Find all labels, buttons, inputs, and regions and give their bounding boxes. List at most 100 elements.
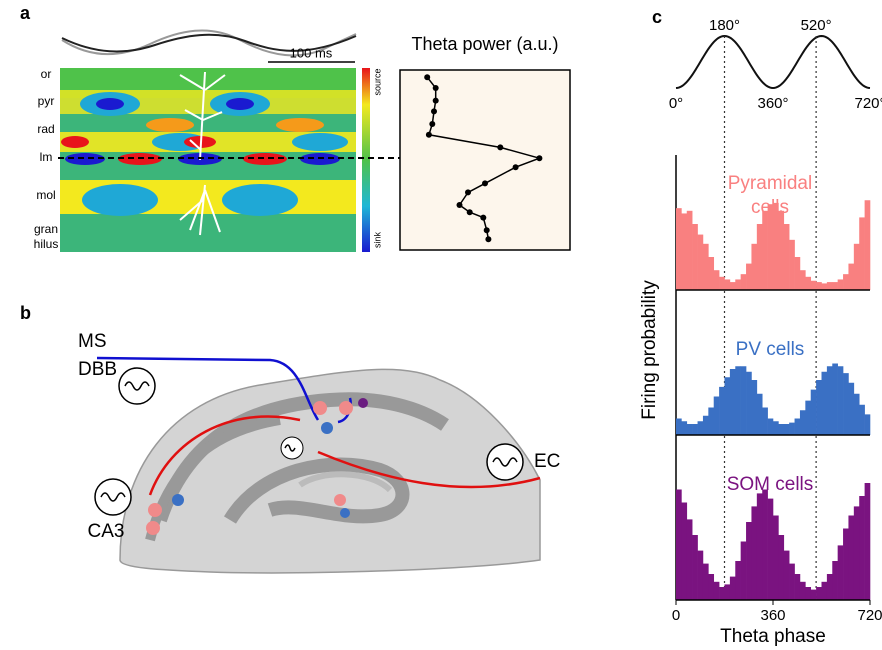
- histogram-bar: [681, 213, 688, 290]
- layer-label: hilus: [34, 237, 59, 251]
- histogram-bar: [751, 380, 758, 435]
- histogram-bar: [692, 535, 698, 600]
- histogram-bar: [751, 243, 758, 290]
- panel-label: a: [20, 3, 31, 23]
- histogram-bar: [681, 502, 688, 600]
- x-tick-label: 360: [760, 607, 785, 624]
- layer-label: gran: [34, 222, 58, 236]
- x-tick-label: 720: [857, 607, 882, 624]
- histogram-bar: [848, 263, 855, 290]
- histogram-bar: [729, 282, 736, 290]
- profile-point: [512, 164, 519, 171]
- layer-label: or: [41, 67, 52, 81]
- histogram-bar: [702, 563, 709, 600]
- phase-label: 360°: [757, 95, 788, 112]
- histogram-bar: [816, 380, 822, 435]
- histogram-bar: [719, 587, 725, 600]
- histogram-bar: [767, 418, 774, 435]
- histogram-bar: [821, 283, 828, 290]
- histogram-bar: [783, 224, 790, 290]
- histogram-bar: [778, 424, 785, 435]
- histogram-bar: [697, 421, 704, 435]
- histogram-bar: [735, 279, 741, 290]
- profile-point: [425, 131, 432, 138]
- histogram-bar: [799, 410, 806, 435]
- histogram-bar: [767, 498, 774, 600]
- x-tick-label: 0: [672, 607, 680, 624]
- histogram-bar: [794, 257, 801, 290]
- histogram-bar: [735, 561, 741, 600]
- histogram-bar: [713, 270, 720, 290]
- histogram-title: Pyramidal cells: [727, 173, 813, 218]
- panel-label: c: [652, 7, 662, 27]
- histogram-bar: [740, 274, 747, 290]
- histogram-bar: [724, 377, 731, 435]
- histogram-bar: [740, 541, 747, 600]
- profile-point: [431, 108, 437, 115]
- region-label: CA3: [88, 521, 125, 542]
- histogram-bar: [816, 587, 822, 600]
- histogram-bar: [821, 581, 828, 600]
- histogram-bar: [676, 418, 682, 435]
- histogram-bar: [708, 574, 715, 600]
- colorbar: [362, 68, 370, 252]
- histogram-bar: [837, 545, 844, 600]
- histogram-bar: [676, 489, 682, 600]
- histogram-bar: [794, 418, 801, 435]
- layer-label: rad: [37, 122, 54, 136]
- histogram-bar: [724, 584, 731, 600]
- histogram-bar: [740, 366, 747, 435]
- hippocampus-diagram: [94, 356, 541, 574]
- region-label: MS: [78, 331, 107, 352]
- histogram-bar: [843, 528, 849, 600]
- layer-label: lm: [40, 150, 53, 164]
- histogram-bar: [773, 202, 779, 290]
- profile-line: [426, 76, 542, 240]
- histogram-bar: [810, 389, 817, 435]
- profile-point: [485, 236, 492, 243]
- histogram-bar: [735, 366, 741, 435]
- histogram-bar: [832, 561, 838, 600]
- histogram-bar: [826, 574, 833, 600]
- colorbar-label: sink: [372, 232, 382, 249]
- histogram-bar: [805, 400, 812, 435]
- histogram-bar: [864, 483, 871, 600]
- histogram-bar: [708, 407, 715, 435]
- histogram-bar: [837, 366, 844, 435]
- histogram-bar: [837, 279, 844, 290]
- profile-point: [429, 121, 436, 127]
- histogram-bar: [810, 589, 817, 600]
- histogram-bar: [805, 587, 812, 600]
- scale-bar-label: 100 ms: [290, 45, 333, 60]
- histogram-title: PV cells: [736, 339, 805, 360]
- filtered-trace: [61, 33, 357, 53]
- histogram-bar: [832, 282, 838, 290]
- histogram-bar: [746, 263, 752, 290]
- phase-label: 180°: [709, 17, 740, 34]
- histogram-bar: [697, 234, 704, 290]
- histogram-bar: [832, 363, 838, 435]
- profile-point: [465, 189, 471, 196]
- histogram-bar: [756, 224, 763, 290]
- histogram-bar: [702, 243, 709, 290]
- histogram-bar: [826, 282, 833, 290]
- region-label: EC: [534, 451, 560, 472]
- histogram-bar: [708, 257, 715, 290]
- y-axis-label: Firing probability: [639, 280, 660, 420]
- profile-point: [432, 85, 439, 91]
- phase-label: 0°: [669, 95, 683, 112]
- histogram-bar: [773, 515, 779, 600]
- histogram-bar: [859, 496, 865, 600]
- histogram-bar: [799, 270, 806, 290]
- histogram-bar: [751, 506, 758, 600]
- histogram-bar: [853, 243, 860, 290]
- histogram-bar: [783, 424, 790, 435]
- phase-label: 520°: [801, 17, 832, 34]
- histogram-bar: [864, 200, 871, 290]
- histogram-bar: [794, 574, 801, 600]
- histogram-bar: [843, 373, 849, 435]
- profile-point: [424, 74, 431, 81]
- profile-point: [432, 97, 439, 104]
